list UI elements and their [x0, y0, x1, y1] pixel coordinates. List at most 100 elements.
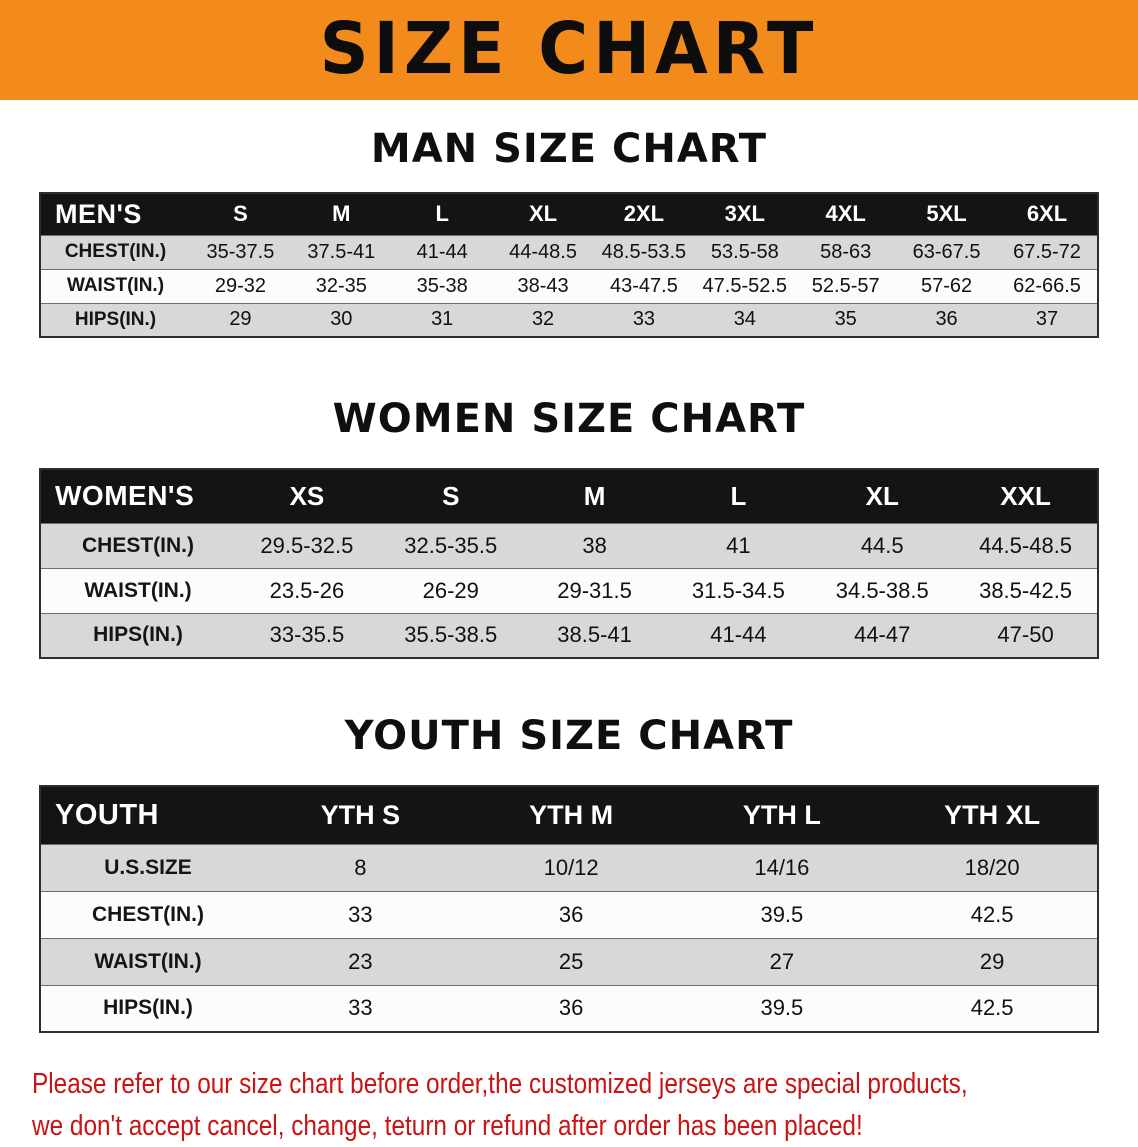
table-body: U.S.SIZE 8 10/12 14/16 18/20 CHEST(IN.) 33 36 39… [40, 844, 1098, 1032]
row-label-cell: U.S.SIZE [104, 855, 192, 879]
value-cell: 32.5-35.5 [404, 532, 498, 558]
row-label-cell: HIPS(IN.) [74, 308, 157, 330]
value-cell: 44-47 [854, 622, 911, 648]
value-cell: 32 [531, 308, 555, 331]
value-cell: 44.5 [860, 532, 904, 558]
size-header-cell: 6XL [1026, 201, 1068, 227]
size-header-cell: XL [529, 201, 558, 227]
value-cell: 25 [558, 948, 584, 974]
row-label-cell: WAIST(IN.) [94, 949, 202, 973]
value-cell: 37.5-41 [307, 240, 376, 263]
value-cell: 33 [348, 995, 373, 1021]
table-row: CHEST(IN.) 33 36 39.5 42.5 [40, 891, 1098, 938]
women-section-heading: WOMEN SIZE CHART [332, 396, 806, 442]
footer-notice: Please refer to our size chart before or… [0, 1063, 1138, 1147]
table-head: WOMEN'S XS S M L XL XXL [40, 469, 1098, 523]
size-header-cell: S [442, 480, 460, 511]
value-cell: 29 [979, 948, 1005, 974]
row-label-cell: HIPS(IN.) [103, 996, 193, 1020]
value-cell: 63-67.5 [912, 240, 981, 263]
value-cell: 47.5-52.5 [702, 274, 788, 297]
value-cell: 52.5-57 [811, 274, 880, 297]
table-body: CHEST(IN.) 35-37.5 37.5-41 41-44 44-48.5 48.5… [40, 235, 1098, 337]
value-cell: 18/20 [964, 854, 1020, 880]
value-cell: 10/12 [543, 854, 599, 880]
size-header-cell: XL [865, 480, 899, 511]
value-cell: 41 [726, 532, 751, 558]
table-row: HIPS(IN.) 33-35.5 35.5-38.5 38.5-41 41-44 44-… [40, 613, 1098, 658]
value-cell: 35 [834, 308, 857, 331]
value-cell: 36 [935, 308, 958, 331]
size-header-cell: S [233, 201, 248, 227]
table-title-cell: MEN'S [55, 198, 142, 229]
value-cell: 48.5-53.5 [601, 240, 687, 263]
value-cell: 26-29 [422, 577, 479, 603]
header-row: MEN'S S M L XL 2XL 3XL 4XL 5XL 6XL [40, 193, 1098, 235]
size-header-cell: 4XL [825, 201, 866, 227]
value-cell: 35-38 [416, 274, 468, 297]
youth-size-table: YOUTH YTH S YTH M YTH L YTH XL U.S.SIZE 8 10/12… [39, 785, 1099, 1033]
value-cell: 33 [632, 308, 656, 331]
size-header-cell: M [332, 201, 351, 227]
title-banner: SIZE CHART [0, 0, 1138, 100]
value-cell: 37 [1035, 308, 1059, 331]
value-cell: 43-47.5 [610, 274, 678, 297]
size-header-cell: L [435, 201, 449, 227]
value-cell: 29 [229, 308, 252, 331]
value-cell: 23 [348, 948, 373, 974]
value-cell: 57-62 [920, 274, 973, 297]
table-row: CHEST(IN.) 29.5-32.5 32.5-35.5 38 41 44.5 44.5… [40, 523, 1098, 568]
size-header-cell: L [730, 480, 747, 511]
value-cell: 35-37.5 [206, 240, 275, 263]
women-size-section: WOMEN SIZE CHART WOMEN'S XS S M L XL XXL CHEST(… [0, 396, 1138, 659]
value-cell: 29-32 [214, 274, 267, 297]
value-cell: 34.5-38.5 [835, 577, 929, 603]
table-row: WAIST(IN.) 23 25 27 29 [40, 938, 1098, 985]
row-label-cell: WAIST(IN.) [66, 275, 165, 296]
page-title: SIZE CHART [319, 8, 819, 91]
notice-line-2: we don't accept cancel, change, teturn o… [32, 1110, 863, 1143]
value-cell: 14/16 [754, 854, 810, 880]
value-cell: 58-63 [820, 240, 872, 263]
value-cell: 42.5 [970, 901, 1014, 927]
men-section-heading: MAN SIZE CHART [370, 126, 768, 172]
value-cell: 41-44 [416, 240, 468, 263]
women-size-table: WOMEN'S XS S M L XL XXL CHEST(IN.) 29.5-32.5 32.5… [39, 468, 1099, 659]
value-cell: 23.5-26 [269, 577, 345, 603]
notice-line-1: Please refer to our size chart before or… [32, 1068, 968, 1100]
value-cell: 32-35 [315, 274, 367, 297]
value-cell: 53.5-58 [710, 240, 779, 263]
size-header-cell: YTH M [529, 799, 614, 830]
value-cell: 36 [558, 901, 584, 927]
row-label-cell: CHEST(IN.) [82, 533, 194, 557]
row-label-cell: WAIST(IN.) [84, 578, 192, 602]
value-cell: 47-50 [997, 622, 1054, 648]
size-header-cell: M [583, 480, 606, 511]
men-size-section: MAN SIZE CHART MEN'S S M L XL 2XL 3XL 4XL 5XL 6XL… [0, 126, 1138, 338]
table-body: CHEST(IN.) 29.5-32.5 32.5-35.5 38 41 44.5 44.5… [40, 523, 1098, 658]
value-cell: 42.5 [970, 995, 1014, 1021]
value-cell: 33-35.5 [269, 622, 345, 648]
table-row: HIPS(IN.) 33 36 39.5 42.5 [40, 985, 1098, 1032]
size-header-cell: XS [289, 480, 325, 511]
value-cell: 34 [733, 308, 756, 331]
value-cell: 38.5-41 [557, 622, 632, 648]
header-row: WOMEN'S XS S M L XL XXL [40, 469, 1098, 523]
value-cell: 41-44 [710, 622, 767, 648]
size-header-cell: YTH S [320, 799, 401, 830]
men-size-table: MEN'S S M L XL 2XL 3XL 4XL 5XL 6XL CHEST(IN.) 35-37… [39, 192, 1099, 338]
table-row: U.S.SIZE 8 10/12 14/16 18/20 [40, 844, 1098, 891]
table-row: HIPS(IN.) 29 30 31 32 33 34 35 36 37 [40, 303, 1098, 337]
youth-size-section: YOUTH SIZE CHART YOUTH YTH S YTH M YTH L YTH… [0, 713, 1138, 1033]
value-cell: 67.5-72 [1013, 240, 1081, 263]
table-row: WAIST(IN.) 23.5-26 26-29 29-31.5 31.5-34.5 34… [40, 568, 1098, 613]
table-head: MEN'S S M L XL 2XL 3XL 4XL 5XL 6XL [40, 193, 1098, 235]
table-head: YOUTH YTH S YTH M YTH L YTH XL [40, 786, 1098, 844]
size-header-cell: YTH L [742, 799, 821, 830]
value-cell: 29.5-32.5 [260, 532, 354, 558]
value-cell: 39.5 [760, 995, 804, 1021]
table-title-cell: WOMEN'S [55, 480, 195, 512]
size-header-cell: XXL [1000, 480, 1051, 511]
value-cell: 27 [769, 948, 795, 974]
